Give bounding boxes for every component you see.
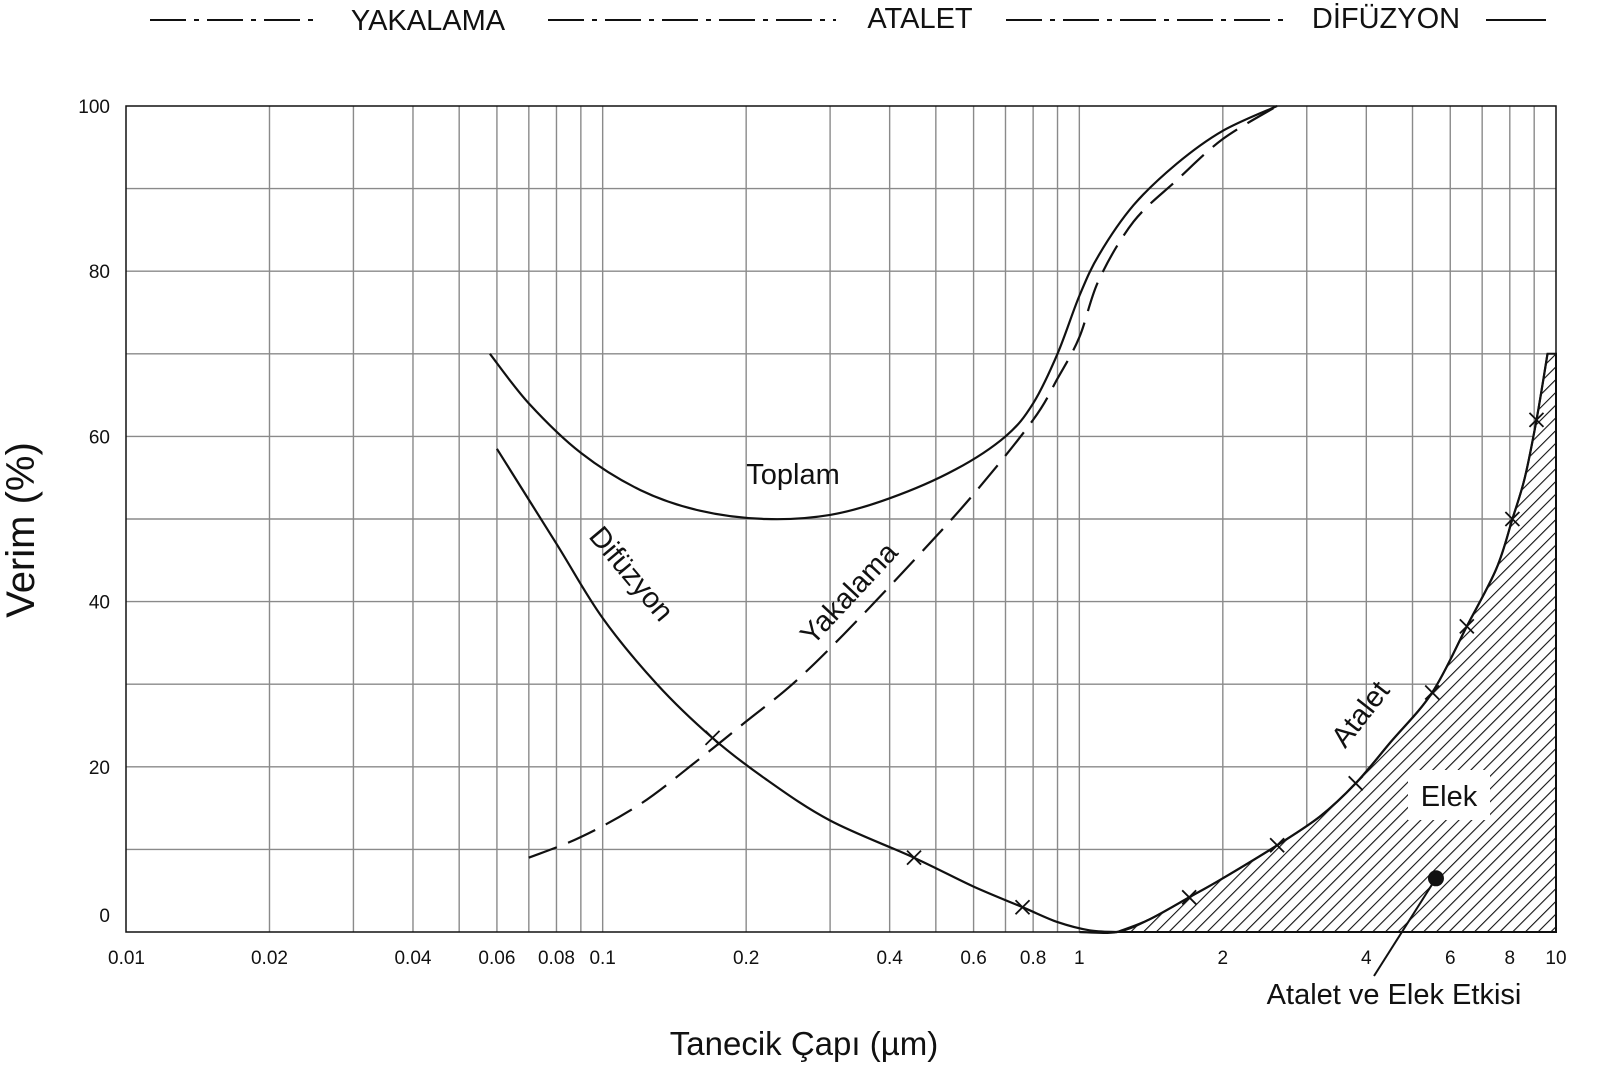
marker-x-atalet — [1528, 412, 1545, 428]
series-line-yakalama — [528, 105, 1278, 859]
x-tick-label: 0.02 — [251, 948, 288, 969]
annotation-marker-dot — [1427, 870, 1444, 887]
band-label-yakalama: YAKALAMA — [351, 5, 506, 37]
label-yakalama: Yakalama — [794, 536, 904, 651]
label-elek: Elek — [1421, 781, 1478, 813]
x-tick-label: 2 — [1218, 948, 1229, 969]
x-tick-label: 0.1 — [589, 948, 615, 969]
marker-x-atalet — [1504, 511, 1521, 527]
marker-x-atalet — [1181, 889, 1197, 905]
annotation-leader-line — [1373, 877, 1437, 977]
x-tick-label: 10 — [1545, 948, 1566, 969]
marker-x-atalet — [1459, 618, 1475, 635]
elek-label-backing — [1408, 770, 1490, 820]
annotation-atalet-ve-elek-etkisi: Atalet ve Elek Etkisi — [1267, 979, 1522, 1011]
x-tick-label: 1 — [1074, 948, 1085, 969]
x-tick-label: 0.4 — [876, 948, 903, 969]
y-tick-label: 80 — [89, 262, 110, 283]
x-tick-label: 0.2 — [733, 948, 759, 969]
marker-x-atalet — [1348, 775, 1364, 791]
hatched-area — [1116, 352, 1557, 933]
x-tick-label: 0.01 — [108, 948, 145, 969]
y-tick-labels: 0 20 40 60 80 100 — [78, 97, 110, 927]
series-line-atalet — [1079, 353, 1549, 935]
band-label-difuzyon: DİFÜZYON — [1312, 2, 1460, 35]
marker-x-atalet — [1269, 837, 1285, 853]
x-tick-label: 8 — [1505, 948, 1516, 969]
marker-x-atalet — [1424, 684, 1440, 701]
series-line-toplam — [489, 104, 1278, 521]
y-axis-title: Verim (%) — [0, 442, 43, 618]
label-atalet: Atalet — [1325, 675, 1396, 753]
y-tick-label: 100 — [78, 97, 110, 118]
mechanism-band-header: YAKALAMA ATALET DİFÜZYON — [150, 2, 1546, 37]
x-tick-label: 0.6 — [960, 948, 986, 969]
x-tick-label: 0.04 — [394, 948, 431, 969]
x-tick-label: 4 — [1361, 948, 1372, 969]
y-tick-label: 20 — [89, 758, 110, 779]
y-tick-label: 40 — [89, 593, 110, 614]
marker-x-difüzyon — [906, 850, 922, 866]
marker-group — [704, 412, 1545, 915]
series-group — [489, 104, 1549, 935]
x-tick-label: 0.06 — [478, 948, 515, 969]
band-label-atalet: ATALET — [867, 3, 973, 35]
label-toplam: Toplam — [746, 459, 840, 491]
y-tick-label: 60 — [89, 427, 110, 448]
x-tick-label: 0.08 — [538, 948, 575, 969]
x-axis-title: Tanecik Çapı (µm) — [670, 1025, 938, 1062]
plot-frame — [125, 105, 1557, 933]
x-tick-label: 0.8 — [1020, 948, 1046, 969]
marker-x-difüzyon — [1014, 899, 1031, 915]
marker-x-difüzyon — [704, 730, 721, 746]
y-tick-label: 0 — [99, 906, 110, 927]
series-line-difüzyon — [495, 448, 1118, 934]
x-tick-label: 6 — [1445, 948, 1456, 969]
hatched-region-elek — [1116, 352, 1557, 933]
x-tick-labels: 0.01 0.02 0.04 0.06 0.08 0.1 0.2 0.4 0.6 0.8 1 2 4 6 8… — [108, 948, 1567, 969]
